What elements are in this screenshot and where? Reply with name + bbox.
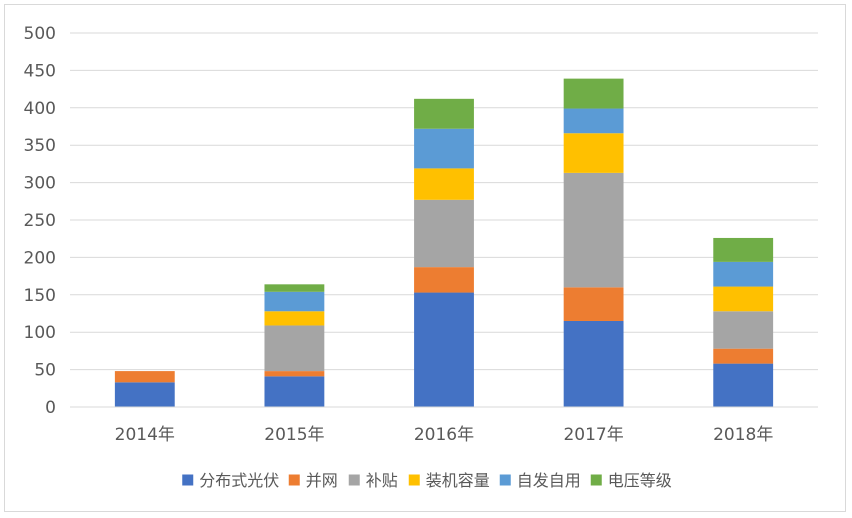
- legend-swatch: [499, 474, 511, 486]
- legend-label: 分布式光伏: [199, 471, 279, 490]
- legend-swatch: [288, 474, 300, 486]
- bar-segment: [414, 168, 474, 200]
- y-axis-ticks: 0 50 100 150 200 250 300 350 400 450 500: [24, 24, 56, 418]
- y-tick-label: 150: [24, 286, 56, 306]
- legend-item: 自发自用: [499, 471, 581, 490]
- legend-swatch: [408, 474, 420, 486]
- x-tick-label: 2016年: [414, 425, 474, 445]
- bar-segment: [563, 78, 624, 109]
- legend-item: 分布式光伏: [182, 471, 279, 490]
- bar-segment: [563, 320, 624, 407]
- bar-segment: [414, 267, 474, 293]
- bar-segment: [713, 363, 774, 407]
- y-tick-label: 350: [24, 136, 56, 156]
- bar-segment: [563, 172, 624, 288]
- bar-segment: [563, 287, 624, 321]
- legend-item: 电压等级: [590, 471, 672, 490]
- bar-segment: [414, 292, 474, 407]
- y-tick-label: 450: [24, 61, 56, 81]
- legend-swatch: [182, 474, 194, 486]
- bar-segment: [264, 311, 325, 326]
- x-tick-label: 2017年: [563, 425, 623, 445]
- bar-segment: [264, 291, 325, 312]
- legend-label: 电压等级: [608, 471, 672, 490]
- bar-segment: [264, 325, 325, 372]
- y-tick-label: 500: [24, 24, 56, 44]
- y-tick-label: 400: [24, 99, 56, 119]
- legend-item: 补贴: [348, 471, 398, 490]
- x-axis-ticks: 2014年 2015年 2016年 2017年 2018年: [115, 425, 774, 445]
- legend: 分布式光伏 并网 补贴 装机容量 自发自用 电压等级: [182, 471, 672, 490]
- bar-segment: [713, 311, 774, 349]
- legend-label: 补贴: [366, 471, 398, 490]
- bar-segment: [713, 348, 774, 364]
- bar-segment: [264, 371, 325, 377]
- bars: [114, 78, 774, 407]
- y-tick-label: 50: [34, 361, 56, 381]
- bar-segment: [264, 376, 325, 407]
- legend-label: 并网: [306, 471, 338, 490]
- bar-segment: [414, 199, 474, 268]
- bar-segment: [114, 382, 175, 407]
- bar-segment: [563, 108, 624, 134]
- bar-segment: [414, 98, 474, 129]
- x-tick-label: 2014年: [115, 425, 175, 445]
- gridlines: [70, 32, 818, 371]
- y-tick-label: 250: [24, 211, 56, 231]
- y-tick-label: 100: [24, 323, 56, 343]
- legend-swatch: [348, 474, 360, 486]
- x-tick-label: 2015年: [264, 425, 324, 445]
- legend-item: 装机容量: [408, 471, 490, 490]
- legend-label: 装机容量: [426, 471, 490, 490]
- bar-segment: [563, 133, 624, 173]
- x-tick-label: 2018年: [713, 425, 773, 445]
- bar-segment: [114, 371, 175, 383]
- bar-segment: [713, 286, 774, 312]
- legend-label: 自发自用: [517, 471, 581, 490]
- y-tick-label: 200: [24, 248, 56, 268]
- bar-segment: [264, 284, 325, 292]
- bar-segment: [713, 261, 774, 287]
- bar-segment: [414, 128, 474, 169]
- legend-swatch: [590, 474, 602, 486]
- y-tick-label: 0: [45, 398, 56, 418]
- legend-item: 并网: [288, 471, 338, 490]
- bar-segment: [713, 237, 774, 262]
- y-tick-label: 300: [24, 174, 56, 194]
